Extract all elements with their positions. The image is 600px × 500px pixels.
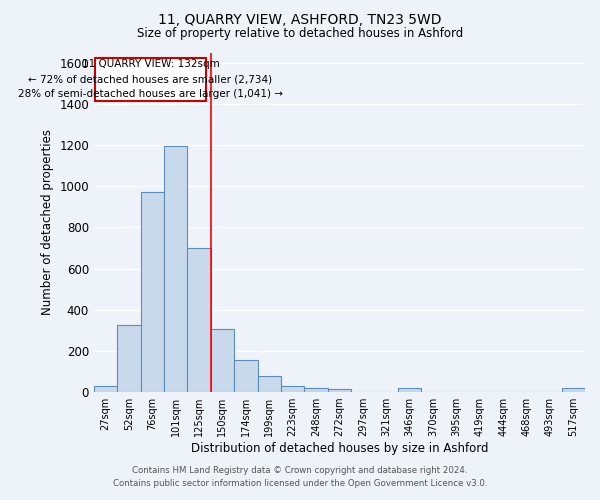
Bar — [562, 388, 585, 392]
Bar — [304, 388, 328, 392]
Bar — [94, 386, 117, 392]
FancyBboxPatch shape — [95, 58, 206, 101]
Bar — [257, 376, 281, 392]
Bar — [140, 192, 164, 392]
Bar — [211, 330, 234, 392]
Bar — [187, 248, 211, 392]
Text: Size of property relative to detached houses in Ashford: Size of property relative to detached ho… — [137, 28, 463, 40]
Bar — [164, 146, 187, 392]
Bar — [281, 386, 304, 392]
Bar — [234, 360, 257, 392]
Text: 11, QUARRY VIEW, ASHFORD, TN23 5WD: 11, QUARRY VIEW, ASHFORD, TN23 5WD — [158, 12, 442, 26]
Bar — [398, 388, 421, 392]
X-axis label: Distribution of detached houses by size in Ashford: Distribution of detached houses by size … — [191, 442, 488, 455]
Bar — [117, 325, 140, 392]
Y-axis label: Number of detached properties: Number of detached properties — [41, 130, 53, 316]
Text: Contains HM Land Registry data © Crown copyright and database right 2024.
Contai: Contains HM Land Registry data © Crown c… — [113, 466, 487, 487]
Bar — [328, 389, 351, 392]
Text: 11 QUARRY VIEW: 132sqm
← 72% of detached houses are smaller (2,734)
28% of semi-: 11 QUARRY VIEW: 132sqm ← 72% of detached… — [18, 60, 283, 99]
